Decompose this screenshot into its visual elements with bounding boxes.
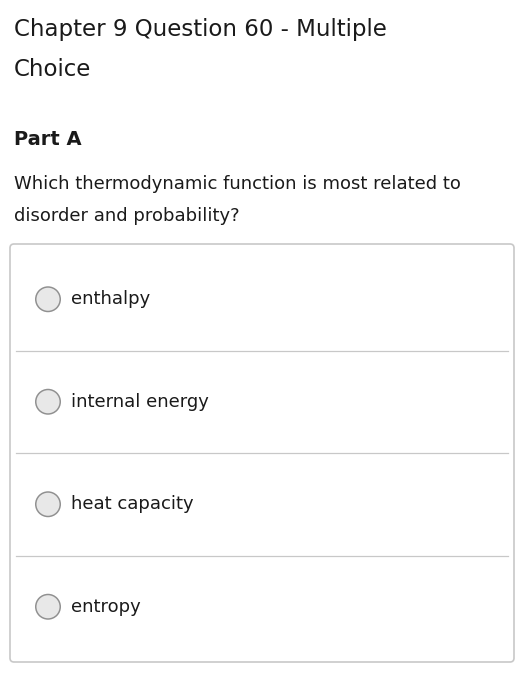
Text: Choice: Choice <box>14 58 91 81</box>
Ellipse shape <box>35 286 61 313</box>
Text: Chapter 9 Question 60 - Multiple: Chapter 9 Question 60 - Multiple <box>14 18 387 41</box>
Text: heat capacity: heat capacity <box>71 495 194 513</box>
Text: disorder and probability?: disorder and probability? <box>14 207 239 225</box>
Ellipse shape <box>35 594 61 620</box>
Text: internal energy: internal energy <box>71 393 209 411</box>
FancyBboxPatch shape <box>10 244 514 662</box>
Ellipse shape <box>37 595 60 618</box>
Text: enthalpy: enthalpy <box>71 290 150 308</box>
Ellipse shape <box>35 389 61 414</box>
Text: entropy: entropy <box>71 598 141 616</box>
Text: Which thermodynamic function is most related to: Which thermodynamic function is most rel… <box>14 175 461 193</box>
Text: Part A: Part A <box>14 130 82 149</box>
Ellipse shape <box>37 390 60 413</box>
Ellipse shape <box>37 493 60 516</box>
Ellipse shape <box>35 491 61 517</box>
Ellipse shape <box>37 288 60 311</box>
